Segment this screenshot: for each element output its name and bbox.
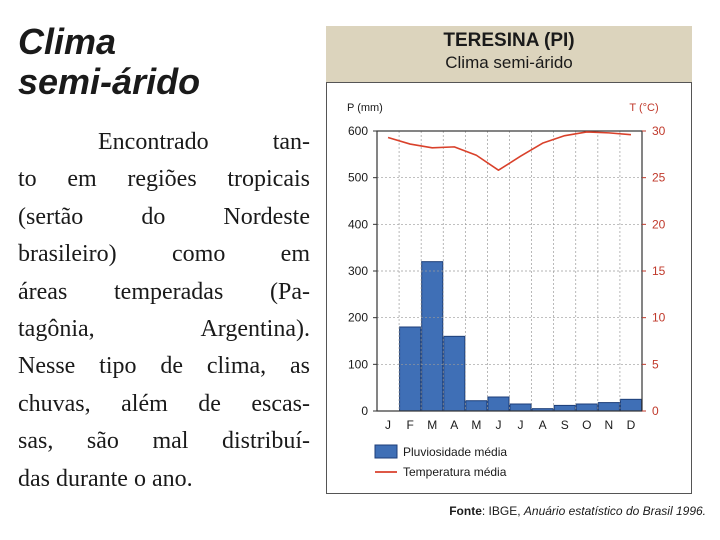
temperature-line: [387, 131, 632, 171]
x-tick-label: S: [561, 418, 569, 432]
y-tick-label-right: 15: [652, 264, 666, 278]
paragraph-line: áreas temperadas (Pa-: [18, 278, 310, 305]
paragraph-line: (sertão do Nordeste: [18, 203, 310, 230]
y-tick-label-right: 20: [652, 217, 666, 231]
legend-swatch-precipitation: [374, 444, 398, 459]
page-title-line-1: Clima: [18, 21, 117, 62]
bar-A: [443, 335, 466, 412]
y-tick-label-left: 500: [348, 171, 368, 185]
page-title-line-2: semi-árido: [18, 61, 201, 102]
bar-O: [575, 403, 598, 412]
paragraph-line: chuvas, além de escas-: [18, 390, 310, 417]
x-tick-label: N: [605, 418, 614, 432]
y-tick-label-left: 100: [348, 357, 368, 371]
paragraph-line: das durante o ano.: [18, 465, 193, 492]
source-separator: : IBGE,: [481, 504, 524, 518]
climate-chart: P (mm) T (°C) 0 100 200 300 400 500 600 0 5 10 15 20 2…: [347, 102, 666, 479]
paragraph-line: Nesse tipo de clima, as: [18, 353, 310, 380]
paragraph-line: to em regiões tropicais: [18, 166, 310, 193]
y-axis-left-title: P (mm): [347, 102, 383, 114]
page-title: Clima semi-árido: [18, 22, 200, 102]
y-tick-label-left: 0: [361, 404, 368, 418]
x-tick-label: M: [427, 418, 437, 432]
paragraph-line: sas, são mal distribuí-: [18, 428, 310, 455]
y-tick-label-right: 25: [652, 171, 666, 185]
y-tick-label-left: 400: [348, 217, 368, 231]
source-work: Anuário estatístico do Brasil 1996.: [523, 504, 706, 518]
x-tick-label: F: [406, 418, 413, 432]
bar-J: [487, 396, 510, 412]
bar-D: [619, 398, 642, 412]
x-tick-label: J: [518, 418, 524, 432]
bar-M: [421, 261, 444, 412]
y-tick-label-right: 0: [652, 404, 659, 418]
y-tick-label-right: 30: [652, 124, 666, 138]
y-tick-label-right: 10: [652, 311, 666, 325]
x-tick-label: J: [495, 418, 501, 432]
bar-F: [399, 326, 422, 412]
chart-title: TERESINA (PI): [443, 30, 575, 51]
paragraph-line: tagônia, Argentina).: [18, 316, 310, 343]
bar-S: [553, 404, 576, 412]
x-tick-label: O: [582, 418, 591, 432]
chart-subtitle: Clima semi-árido: [445, 53, 573, 72]
source-note: Fonte: IBGE, Anuário estatístico do Bras…: [449, 504, 706, 518]
source-label: Fonte: [449, 504, 482, 518]
y-tick-label-left: 300: [348, 264, 368, 278]
paragraph-line: brasileiro) como em: [18, 241, 310, 268]
y-tick-label-left: 600: [348, 124, 368, 138]
chart-frame: P (mm) T (°C) 0 100 200 300 400 500 600 0 5 10 15 20 2…: [326, 82, 692, 494]
x-tick-label: A: [539, 418, 547, 432]
y-tick-label-right: 5: [652, 357, 659, 371]
x-tick-label: J: [385, 418, 391, 432]
chart-header: TERESINA (PI) Clima semi-árido: [326, 26, 692, 82]
y-axis-right-title: T (°C): [629, 102, 658, 114]
legend-label-temperature: Temperatura média: [403, 465, 507, 479]
x-tick-label: A: [450, 418, 458, 432]
x-tick-label: M: [471, 418, 481, 432]
body-paragraph: Encontrado tan- to em regiões tropicais …: [18, 124, 310, 498]
bar-N: [597, 402, 620, 412]
bar-M: [465, 400, 488, 412]
bar-J: [509, 403, 532, 412]
paragraph-line: Encontrado tan-: [98, 129, 310, 155]
y-tick-label-left: 200: [348, 311, 368, 325]
legend-label-precipitation: Pluviosidade média: [403, 445, 507, 459]
x-tick-label: D: [627, 418, 636, 432]
